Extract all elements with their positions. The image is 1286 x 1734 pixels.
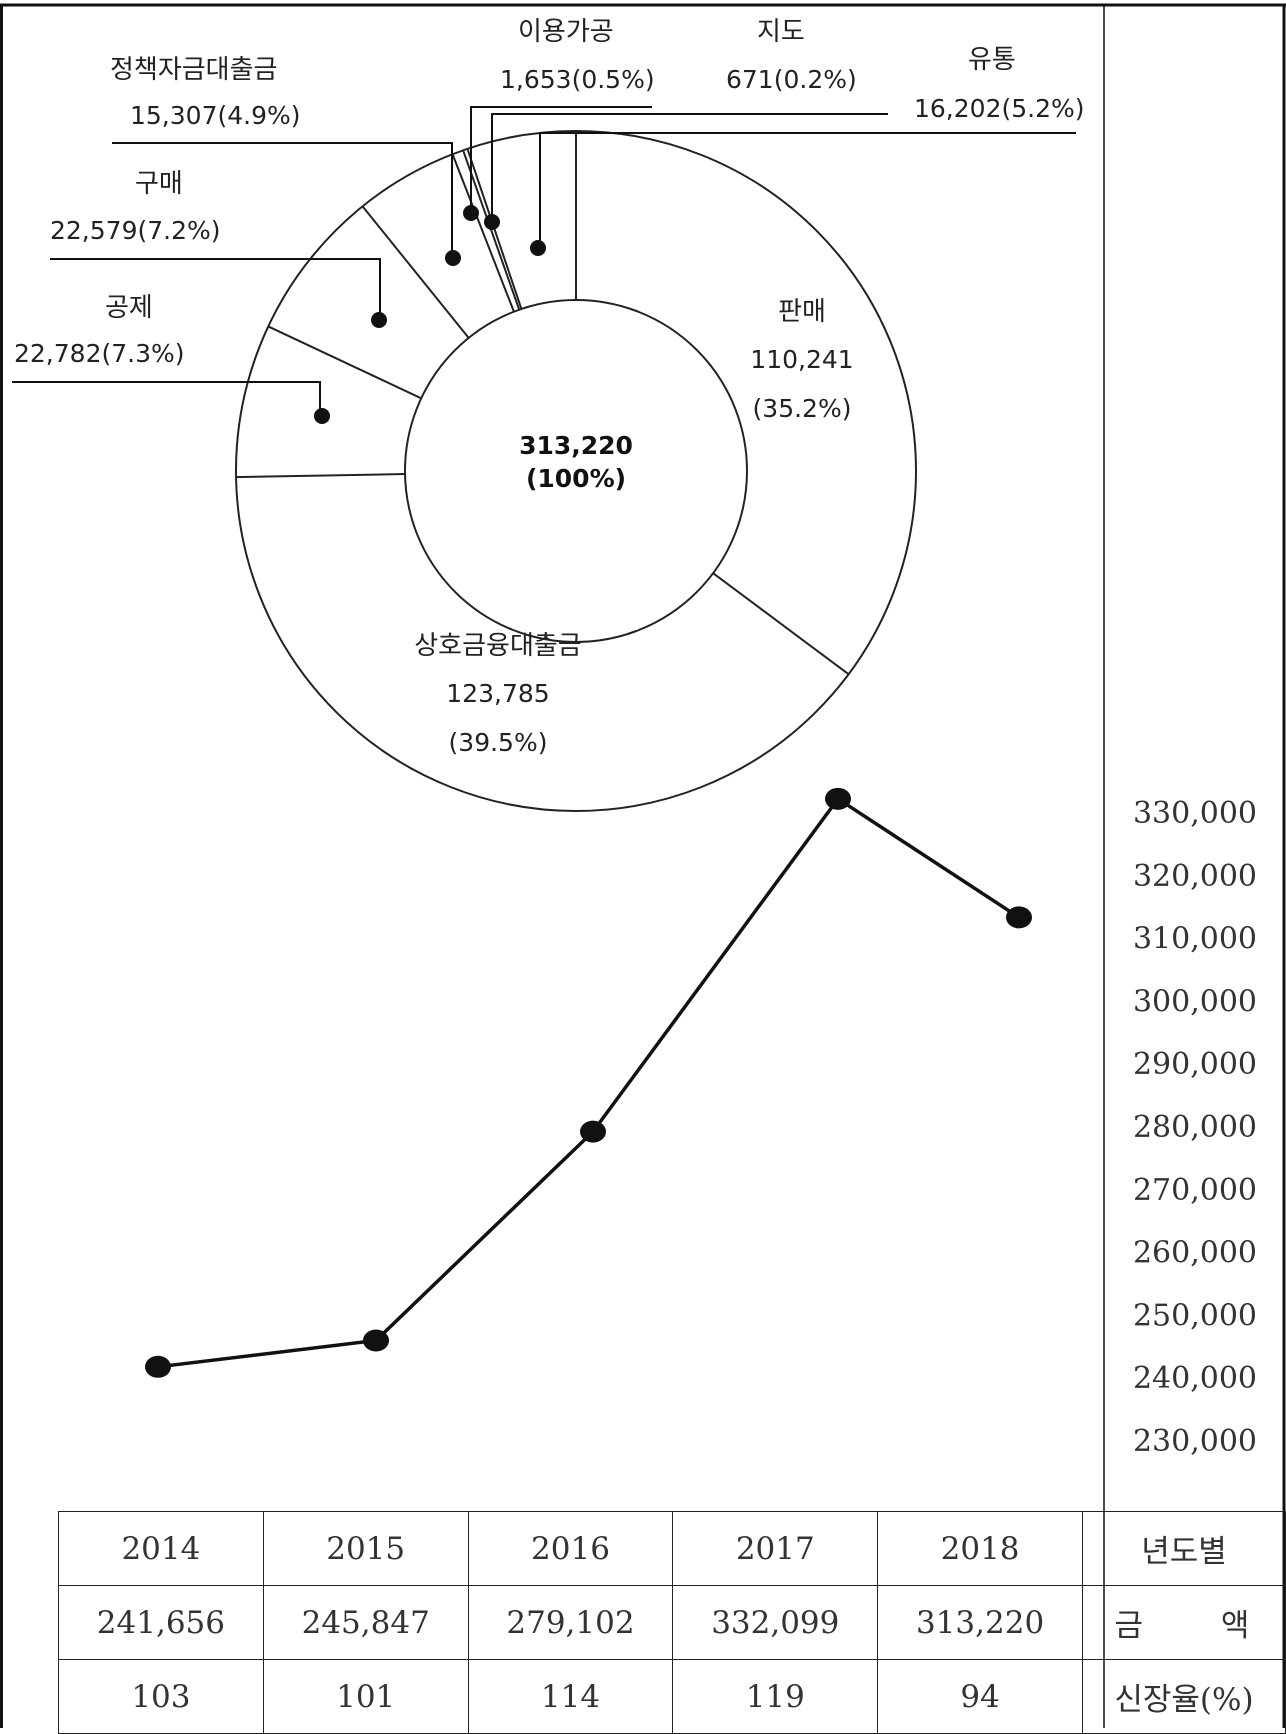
line-point xyxy=(363,1329,389,1352)
pie-center-percent: (100%) xyxy=(526,464,626,493)
y-tick-label: 320,000 xyxy=(1133,859,1257,894)
callout-dot xyxy=(484,214,500,230)
donut-inner-circle xyxy=(404,299,748,643)
pie-slice-label: 판매 xyxy=(778,297,826,327)
pie-slice-boundary xyxy=(712,572,850,676)
line-point xyxy=(825,787,851,810)
table-cell-year: 2016 xyxy=(467,1511,674,1586)
callout-dot xyxy=(530,240,546,256)
table-row-year: 2014 2015 2016 2017 2018 년도별 xyxy=(58,1511,1286,1586)
callout-dot xyxy=(314,408,330,424)
pie-slice-label: 구매 xyxy=(135,169,183,199)
pie-slice-value: 22,579(7.2%) xyxy=(50,216,221,245)
pie-slice-label: 상호금융대출금 xyxy=(414,631,581,661)
pie-slice-label: 유통 xyxy=(968,45,1016,75)
pie-slice-label: 정책자금대출금 xyxy=(110,55,277,85)
callout-dot xyxy=(371,312,387,328)
line-point xyxy=(145,1355,171,1378)
table-cell-year: 2014 xyxy=(58,1511,264,1586)
line-series xyxy=(157,796,1020,1369)
row-header-year: 년도별 xyxy=(1081,1511,1286,1586)
pie-slice-percent: (39.5%) xyxy=(449,728,548,757)
table-row-amount: 241,656 245,847 279,102 332,099 313,220 … xyxy=(58,1585,1286,1660)
pie-slice-value: 110,241 xyxy=(750,345,853,374)
table-cell-growth: 94 xyxy=(877,1659,1083,1734)
pie-slice-boundary xyxy=(267,325,422,400)
table-cell-growth: 103 xyxy=(58,1659,264,1734)
callout-leader-line xyxy=(112,142,453,256)
pie-slice-value: 15,307(4.9%) xyxy=(130,101,301,130)
pie-slice-value: 16,202(5.2%) xyxy=(914,94,1085,123)
callout-leader-line xyxy=(491,113,888,221)
y-tick-label: 330,000 xyxy=(1133,796,1257,831)
pie-slice-boundary xyxy=(462,149,521,311)
callout-leader-line xyxy=(539,132,1076,246)
table-cell-growth: 114 xyxy=(467,1659,674,1734)
row-header-amount: 금 액 xyxy=(1081,1585,1286,1660)
table-cell-year: 2018 xyxy=(877,1511,1083,1586)
table-cell-year: 2017 xyxy=(672,1511,879,1586)
pie-slice-label: 이용가공 xyxy=(518,17,614,47)
table-cell-amount: 279,102 xyxy=(467,1585,674,1660)
pie-slice-label: 지도 xyxy=(757,17,805,47)
pie-slice-value: 1,653(0.5%) xyxy=(500,65,655,94)
row-header-growth: 신장율(%) xyxy=(1081,1659,1286,1734)
pie-slice-boundary xyxy=(361,205,470,339)
table-cell-amount: 332,099 xyxy=(672,1585,879,1660)
pie-center-value: 313,220 xyxy=(519,431,633,460)
pie-slice-value: 671(0.2%) xyxy=(726,65,857,94)
table-cell-amount: 241,656 xyxy=(58,1585,264,1660)
table-cell-amount: 313,220 xyxy=(877,1585,1083,1660)
pie-slice-boundary xyxy=(451,153,515,313)
callout-dot xyxy=(445,250,461,266)
y-tick-label: 310,000 xyxy=(1133,922,1257,957)
y-tick-label: 240,000 xyxy=(1133,1361,1257,1396)
table-cell-growth: 119 xyxy=(672,1659,879,1734)
y-tick-label: 250,000 xyxy=(1133,1298,1257,1333)
y-tick-label: 280,000 xyxy=(1133,1110,1257,1145)
callout-leader-line xyxy=(50,258,381,318)
callout-leader-line xyxy=(470,106,652,211)
line-point xyxy=(1006,906,1032,929)
y-tick-label: 290,000 xyxy=(1133,1047,1257,1082)
pie-slice-value: 22,782(7.3%) xyxy=(14,339,185,368)
callout-dot xyxy=(463,205,479,221)
pie-slice-value: 123,785 xyxy=(446,679,549,708)
y-tick-label: 300,000 xyxy=(1133,984,1257,1019)
line-point xyxy=(580,1120,606,1143)
y-tick-label: 230,000 xyxy=(1133,1424,1257,1459)
table-cell-amount: 245,847 xyxy=(262,1585,469,1660)
table-cell-growth: 101 xyxy=(262,1659,469,1734)
data-table: 2014 2015 2016 2017 2018 년도별 241,656 245… xyxy=(58,1511,1286,1734)
pie-slice-label: 공제 xyxy=(105,293,153,323)
y-tick-label: 260,000 xyxy=(1133,1236,1257,1271)
callout-leader-line xyxy=(12,381,321,415)
pie-slice-boundary xyxy=(236,473,406,479)
table-row-growth: 103 101 114 119 94 신장율(%) xyxy=(58,1659,1286,1734)
y-tick-label: 270,000 xyxy=(1133,1173,1257,1208)
table-cell-year: 2015 xyxy=(262,1511,469,1586)
pie-slice-percent: (35.2%) xyxy=(753,394,852,423)
